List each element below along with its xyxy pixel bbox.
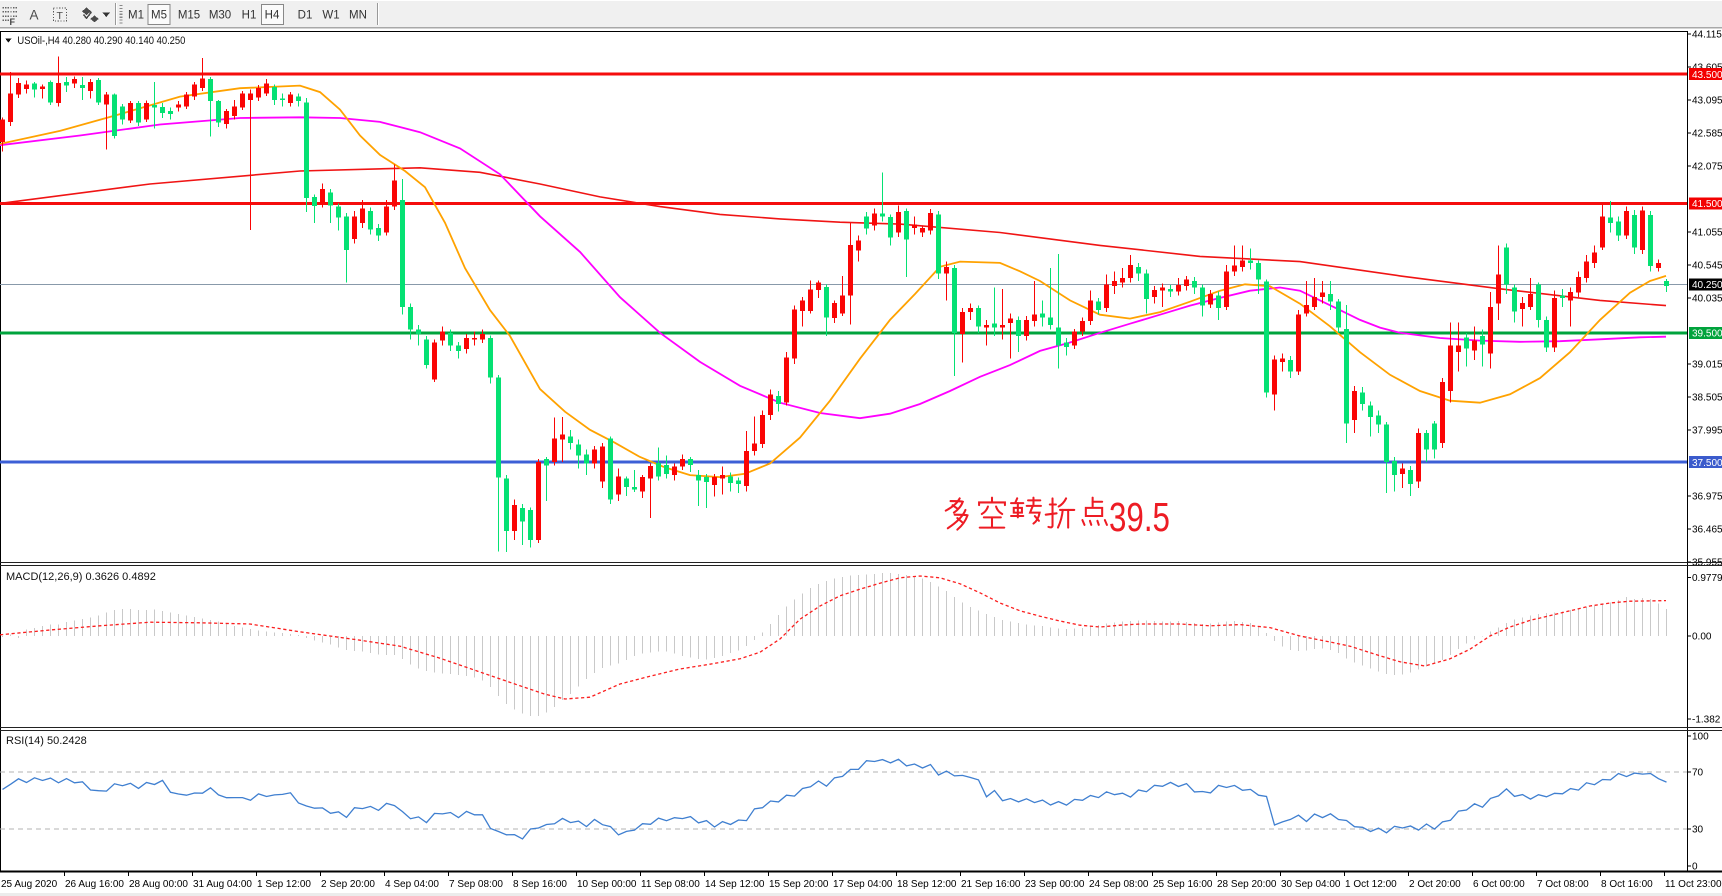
svg-text:35.955: 35.955 [1692, 558, 1722, 569]
svg-text:40.035: 40.035 [1692, 294, 1722, 305]
svg-text:38.505: 38.505 [1692, 393, 1722, 404]
svg-text:11 Oct 23:00: 11 Oct 23:00 [1665, 879, 1722, 890]
svg-text:M1: M1 [128, 10, 144, 22]
svg-text:40.250: 40.250 [1692, 280, 1722, 291]
svg-text:M15: M15 [178, 10, 200, 22]
svg-text:MN: MN [349, 10, 367, 22]
svg-text:2 Oct 20:00: 2 Oct 20:00 [1409, 879, 1461, 890]
svg-text:USOil-,H4 40.280 40.290 40.14: USOil-,H4 40.280 40.290 40.140 40.250 [17, 35, 185, 47]
svg-text:W1: W1 [322, 10, 339, 22]
svg-text:21 Sep 16:00: 21 Sep 16:00 [961, 879, 1021, 890]
svg-text:42.075: 42.075 [1692, 162, 1722, 173]
svg-text:43.095: 43.095 [1692, 96, 1722, 107]
svg-text:39.5: 39.5 [1109, 494, 1170, 540]
svg-text:H4: H4 [265, 10, 280, 22]
svg-text:2 Sep 20:00: 2 Sep 20:00 [321, 879, 375, 890]
svg-text:11 Sep 08:00: 11 Sep 08:00 [641, 879, 700, 890]
svg-text:7 Oct 08:00: 7 Oct 08:00 [1537, 879, 1589, 890]
svg-text:14 Sep 12:00: 14 Sep 12:00 [705, 879, 765, 890]
svg-text:15 Sep 20:00: 15 Sep 20:00 [769, 879, 829, 890]
svg-text:100: 100 [1692, 732, 1709, 743]
svg-text:70: 70 [1692, 768, 1704, 779]
svg-text:37.995: 37.995 [1692, 426, 1722, 437]
svg-text:0.9779: 0.9779 [1692, 573, 1722, 584]
svg-text:39.015: 39.015 [1692, 360, 1722, 371]
svg-text:RSI(14) 50.2428: RSI(14) 50.2428 [6, 735, 87, 747]
svg-text:43.500: 43.500 [1692, 70, 1722, 81]
svg-text:39.500: 39.500 [1692, 329, 1722, 340]
svg-text:25 Aug 2020: 25 Aug 2020 [1, 879, 58, 890]
svg-text:8 Sep 16:00: 8 Sep 16:00 [513, 879, 567, 890]
svg-text:M30: M30 [209, 10, 231, 22]
svg-text:28 Sep 20:00: 28 Sep 20:00 [1217, 879, 1277, 890]
svg-text:7 Sep 08:00: 7 Sep 08:00 [449, 879, 503, 890]
svg-text:40.545: 40.545 [1692, 261, 1722, 272]
svg-text:30: 30 [1692, 825, 1704, 836]
svg-text:36.975: 36.975 [1692, 492, 1722, 503]
svg-text:D1: D1 [298, 10, 313, 22]
svg-text:18 Sep 12:00: 18 Sep 12:00 [897, 879, 957, 890]
svg-text:30 Sep 04:00: 30 Sep 04:00 [1281, 879, 1341, 890]
svg-text:A: A [30, 8, 39, 23]
svg-text:6 Oct 00:00: 6 Oct 00:00 [1473, 879, 1525, 890]
svg-text:31 Aug 04:00: 31 Aug 04:00 [193, 879, 252, 890]
svg-text:41.500: 41.500 [1692, 199, 1722, 210]
svg-text:-1.382: -1.382 [1692, 714, 1721, 725]
svg-text:23 Sep 00:00: 23 Sep 00:00 [1025, 879, 1085, 890]
svg-text:26 Aug 16:00: 26 Aug 16:00 [65, 879, 124, 890]
svg-text:MACD(12,26,9) 0.3626 0.4892: MACD(12,26,9) 0.3626 0.4892 [6, 571, 156, 583]
svg-text:24 Sep 08:00: 24 Sep 08:00 [1089, 879, 1149, 890]
svg-text:H1: H1 [242, 10, 257, 22]
svg-text:44.115: 44.115 [1692, 30, 1722, 41]
svg-text:0: 0 [1692, 862, 1698, 873]
svg-text:8 Oct 16:00: 8 Oct 16:00 [1601, 879, 1653, 890]
svg-text:0.00: 0.00 [1692, 632, 1712, 643]
svg-text:M5: M5 [151, 10, 167, 22]
svg-text:F: F [10, 17, 16, 27]
svg-text:36.465: 36.465 [1692, 525, 1722, 536]
svg-text:1 Oct 12:00: 1 Oct 12:00 [1345, 879, 1397, 890]
svg-text:25 Sep 16:00: 25 Sep 16:00 [1153, 879, 1213, 890]
svg-text:10 Sep 00:00: 10 Sep 00:00 [577, 879, 637, 890]
svg-text:17 Sep 04:00: 17 Sep 04:00 [833, 879, 893, 890]
svg-text:42.585: 42.585 [1692, 129, 1722, 140]
svg-text:T: T [57, 10, 64, 22]
svg-text:41.055: 41.055 [1692, 228, 1722, 239]
svg-text:4 Sep 04:00: 4 Sep 04:00 [385, 879, 439, 890]
svg-text:1 Sep 12:00: 1 Sep 12:00 [257, 879, 311, 890]
svg-text:28 Aug 00:00: 28 Aug 00:00 [129, 879, 188, 890]
svg-text:37.500: 37.500 [1692, 458, 1722, 469]
